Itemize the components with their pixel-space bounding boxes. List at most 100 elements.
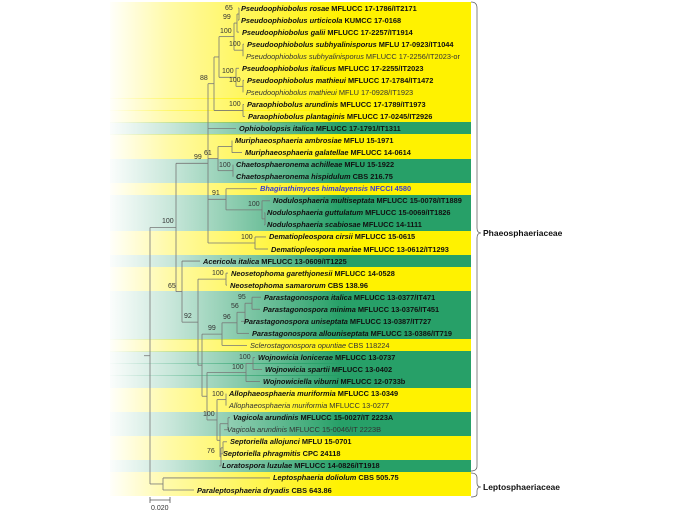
clade-band-yellow bbox=[110, 26, 471, 39]
bootstrap-support: 99 bbox=[194, 154, 202, 162]
voucher-code: CBS 505.75 bbox=[358, 473, 399, 483]
species-name: Sclerostagonospora opuntiae bbox=[250, 340, 347, 350]
taxon-label: Bhagirathimyces himalayensis NFCCI 4580 bbox=[260, 184, 411, 193]
clade-band-green bbox=[110, 351, 471, 364]
voucher-code: MFLUCC 13-0349 bbox=[337, 389, 399, 399]
taxon-label: Nodulosphaeria multiseptata MFLUCC 15-007… bbox=[273, 196, 462, 205]
bootstrap-support: 100 bbox=[229, 41, 241, 49]
bootstrap-support: 100 bbox=[212, 390, 224, 398]
taxon-label: Vagicola arundinis MFLUCC 15-0046/IT 2223… bbox=[227, 425, 381, 434]
voucher-code: MFLUCC 13-0402 bbox=[331, 365, 393, 374]
taxon-label: Parastagonospora italica MFLUCC 13-0377/I… bbox=[264, 293, 435, 302]
family-label-leptosphaeriaceae: Leptosphaeriaceae bbox=[483, 482, 561, 492]
taxon-label: Pseudoophiobolus subhyalinisporus MFLUCC … bbox=[246, 52, 460, 61]
clade-band-yellow bbox=[110, 339, 471, 352]
taxon-label: Pseudoophiobolus mathieui MFLU 17-0928/IT… bbox=[246, 88, 413, 97]
clade-band-green bbox=[110, 254, 471, 268]
species-name: Ophiobolopsis italica bbox=[239, 124, 314, 133]
clade-band-green bbox=[110, 170, 471, 183]
bootstrap-support: 100 bbox=[212, 270, 224, 278]
bootstrap-support: 92 bbox=[184, 313, 192, 321]
clade-band-yellow bbox=[110, 1, 471, 15]
voucher-code: MFLU 15-1922 bbox=[344, 160, 395, 170]
taxon-label: Dematiopleospora cirsii MFLUCC 15-0615 bbox=[269, 232, 415, 241]
clade-band-yellow bbox=[110, 38, 471, 51]
taxon-label: Pseudoophiobolus italicus MFLUCC 17-2255/… bbox=[242, 64, 423, 73]
clade-band-yellow bbox=[110, 62, 471, 75]
voucher-code: MFLUCC 13-0376/IT451 bbox=[357, 304, 440, 314]
bootstrap-support: 100 bbox=[220, 27, 232, 35]
bootstrap-support: 88 bbox=[200, 74, 208, 82]
species-name: Loratospora luzulae bbox=[222, 461, 293, 471]
clade-band-green bbox=[110, 206, 471, 219]
bootstrap-support: 100 bbox=[248, 200, 260, 208]
taxon-label: Parastagonospora allouniseptata MFLUCC 13… bbox=[252, 329, 452, 338]
species-name: Pseudoophiobolus mathieui bbox=[247, 75, 346, 85]
taxon-label: Vagicola arundinis MFLUCC 15-0027/IT 2223… bbox=[233, 413, 393, 422]
species-name: Muriphaeosphaeria galatellae bbox=[245, 148, 349, 158]
clade-band-yellow bbox=[110, 483, 471, 497]
voucher-code: MFLUCC 17-1791/IT1311 bbox=[315, 124, 401, 133]
clade-band-green bbox=[110, 327, 471, 340]
bootstrap-support: 76 bbox=[207, 447, 215, 455]
clade-band-yellow bbox=[110, 98, 471, 111]
voucher-code: MFLUCC 15-0078/IT1889 bbox=[376, 196, 462, 206]
clade-band-yellow bbox=[110, 387, 471, 400]
species-name: Pseudoophiobolus urticicola bbox=[241, 15, 343, 25]
species-name: Chaetosphaeronema achilleae bbox=[236, 160, 343, 170]
voucher-code: MFLUCC 17-0245/IT2926 bbox=[346, 111, 433, 121]
species-name: Pseudoophiobolus subhyalinisporus bbox=[246, 51, 364, 61]
species-name: Parastagonospora italica bbox=[264, 292, 352, 302]
clade-band-green bbox=[110, 411, 471, 424]
scale-bar-label: 0.020 bbox=[151, 505, 169, 512]
voucher-code: MFLUCC 17-1786/IT2171 bbox=[331, 3, 417, 13]
voucher-code: KUMCC 17-0168 bbox=[344, 15, 402, 25]
bootstrap-support: 61 bbox=[204, 149, 212, 157]
bootstrap-support: 100 bbox=[229, 101, 241, 109]
taxon-label: Parastagonospora uniseptata MFLUCC 13-038… bbox=[244, 317, 431, 326]
taxon-label: Wojnowiciella viburni MFLUCC 12-0733b bbox=[263, 377, 405, 386]
clade-band-green bbox=[110, 375, 471, 388]
species-name: Nodulosphaeria multiseptata bbox=[273, 196, 375, 206]
taxon-label: Paraophiobolus plantaginis MFLUCC 17-0245… bbox=[248, 112, 432, 121]
voucher-code: CBS 138.96 bbox=[327, 280, 368, 290]
species-name: Acericola italica bbox=[203, 256, 260, 266]
bootstrap-support: 100 bbox=[203, 410, 215, 418]
phaeosphaeriaceae-bracket bbox=[470, 1, 482, 472]
clade-band-yellow bbox=[110, 435, 471, 448]
species-name: Pseudoophiobolus rosae bbox=[241, 3, 330, 13]
clade-band-yellow bbox=[110, 50, 471, 63]
taxon-label: Nodulosphaeria guttulatum MFLUCC 15-0069/… bbox=[267, 208, 451, 217]
voucher-code: MFLUCC 17-1784/IT1472 bbox=[347, 75, 434, 85]
species-name: Paraophiobolus plantaginis bbox=[248, 111, 345, 121]
taxon-label: Nodulosphaeria scabiosae MFLUCC 14-1111 bbox=[267, 220, 422, 229]
voucher-code: MFLUCC 17-2255/IT2023 bbox=[338, 63, 424, 73]
taxon-label: Muriphaeosphaeria ambrosiae MFLU 15-1971 bbox=[235, 136, 394, 145]
bootstrap-support: 56 bbox=[231, 303, 239, 311]
bootstrap-support: 100 bbox=[222, 68, 234, 76]
taxon-label: Chaetosphaeronema hispidulum CBS 216.75 bbox=[236, 172, 393, 181]
taxon-label: Pseudoophiobolus rosae MFLUCC 17-1786/IT2… bbox=[241, 4, 417, 13]
bootstrap-support: 95 bbox=[238, 294, 246, 302]
species-name: Muriphaeosphaeria ambrosiae bbox=[235, 136, 342, 146]
taxon-label: Septoriella allojunci MFLU 15-0701 bbox=[230, 437, 352, 446]
taxon-label: Wojnowicia lonicerae MFLUCC 13-0737 bbox=[258, 353, 395, 362]
taxon-label: Neosetophoma garethjonesii MFLUCC 14-0528 bbox=[231, 269, 395, 278]
species-name: Allophaeosphaeria muriformia bbox=[229, 401, 328, 411]
species-name: Neosetophoma garethjonesii bbox=[231, 268, 333, 278]
species-name: Dematiopleospora cirsii bbox=[269, 232, 353, 242]
voucher-code: MFLUCC 12-0733b bbox=[340, 377, 406, 387]
clade-band-yellow bbox=[110, 267, 471, 280]
species-name: Septoriella phragmitis bbox=[223, 449, 301, 459]
leptosphaeriaceae-bracket bbox=[470, 472, 482, 498]
voucher-code: MFLU 17-0923/IT1044 bbox=[378, 39, 454, 49]
clade-band-yellow bbox=[110, 86, 471, 99]
voucher-code: MFLUCC 17-2256/IT2023-or bbox=[365, 51, 460, 61]
voucher-code: CBS 643.86 bbox=[291, 485, 332, 495]
clade-band-yellow bbox=[110, 146, 471, 159]
clade-band-green bbox=[110, 291, 471, 304]
taxon-label: Parastagonospora minima MFLUCC 13-0376/IT… bbox=[263, 305, 439, 314]
taxon-label: Pseudoophiobolus urticicola KUMCC 17-0168 bbox=[241, 16, 401, 25]
taxon-label: Pseudoophiobolus galii MFLUCC 17-2257/IT1… bbox=[242, 28, 413, 37]
